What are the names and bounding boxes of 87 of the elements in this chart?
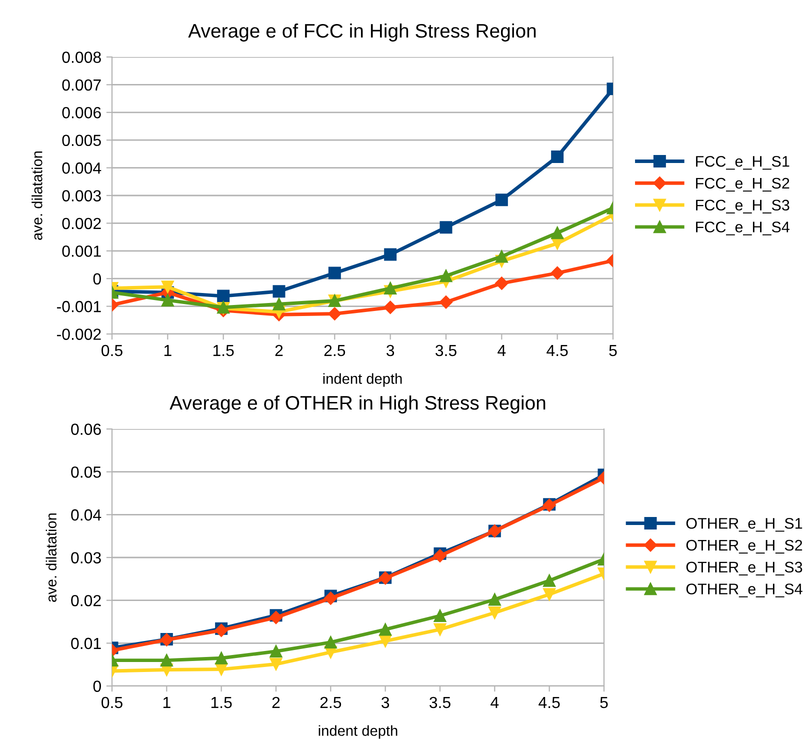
legend-label: FCC_e_H_S2 (696, 178, 790, 192)
y-tick-label: 0.03 (71, 552, 101, 564)
chart-title: Average e of FCC in High Stress Region (188, 23, 536, 42)
point (440, 270, 452, 282)
legend-label: FCC_e_H_S4 (696, 222, 790, 236)
y-tick-label: 0.008 (62, 52, 101, 63)
point (551, 150, 564, 163)
point (272, 298, 286, 310)
x-tick-label: 3 (386, 344, 394, 356)
x-tick-label: 4.5 (546, 345, 568, 356)
legend-label: OTHER_e_H_S1 (686, 518, 802, 532)
point (384, 300, 397, 314)
y-tick-label: 0.002 (62, 218, 101, 230)
point (488, 606, 501, 620)
y-tick-label: 0.06 (71, 424, 101, 435)
x-tick-label: 4 (498, 345, 506, 356)
x-tick-label: 5 (609, 345, 617, 356)
y-tick-label: 0.006 (62, 107, 101, 118)
point (161, 294, 174, 306)
x-tick-label: 3 (382, 696, 390, 708)
point (543, 574, 556, 587)
point (161, 280, 174, 294)
point (270, 645, 282, 658)
y-tick-label: 0.005 (62, 134, 101, 146)
point (495, 250, 508, 263)
legend-label: OTHER_e_H_S2 (686, 540, 802, 554)
point (434, 623, 446, 636)
point (269, 610, 283, 624)
x-tick-label: 1.5 (211, 697, 232, 708)
legend-label: FCC_e_H_S3 (696, 200, 790, 214)
y-axis-title: ave. dilatation (32, 151, 42, 240)
point (495, 276, 508, 290)
chart-title: Average e of OTHER in High Stress Region (170, 395, 546, 414)
y-tick-label: 0.04 (71, 509, 102, 521)
x-tick-label: 2 (272, 696, 280, 708)
x-tick-label: 5 (600, 697, 608, 708)
point (384, 282, 397, 295)
point (439, 296, 453, 309)
y-tick-label: 0 (93, 273, 101, 285)
y-tick-label: -0.002 (57, 328, 101, 340)
x-tick-label: 0.5 (102, 696, 122, 708)
y-tick-label: 0.003 (62, 190, 101, 202)
point (379, 623, 392, 636)
x-tick-label: 1 (164, 345, 172, 356)
point (433, 549, 447, 562)
point (495, 194, 508, 206)
point (328, 266, 341, 280)
x-axis-title: indent depth (323, 373, 402, 387)
point (488, 593, 501, 606)
x-tick-label: 2 (275, 344, 283, 356)
point (379, 634, 392, 648)
point (272, 285, 286, 298)
legend-label: OTHER_e_H_S4 (686, 584, 802, 598)
point (384, 248, 397, 261)
x-tick-label: 0.5 (102, 344, 122, 356)
point (551, 226, 564, 240)
point (270, 658, 282, 670)
point (160, 654, 173, 667)
x-tick-label: 3.5 (430, 696, 450, 708)
y-tick-label: 0.007 (62, 79, 101, 91)
point (324, 592, 338, 605)
x-axis-title: indent depth (318, 725, 398, 739)
point (434, 610, 446, 622)
point (550, 266, 564, 280)
y-tick-label: 0.001 (62, 246, 101, 257)
x-tick-label: 2.5 (324, 344, 346, 356)
y-tick-label: -0.001 (57, 300, 101, 312)
x-tick-label: 4.5 (538, 697, 560, 708)
point (217, 290, 230, 302)
x-tick-label: 1 (163, 697, 170, 708)
legend-label: FCC_e_H_S1 (696, 156, 790, 170)
y-tick-label: 0 (93, 680, 101, 692)
x-tick-label: 4 (490, 697, 499, 708)
x-tick-label: 2.5 (320, 696, 342, 708)
point (543, 588, 556, 601)
y-axis-title: ave. dilatation (46, 513, 57, 602)
y-tick-label: 0.004 (62, 162, 102, 174)
point (215, 652, 228, 664)
x-tick-label: 1.5 (213, 345, 234, 356)
point (440, 221, 452, 234)
point (324, 636, 337, 649)
x-tick-label: 3.5 (436, 344, 456, 356)
y-tick-label: 0.01 (71, 638, 101, 650)
legend-label: OTHER_e_H_S3 (686, 562, 802, 576)
y-tick-label: 0.05 (71, 466, 101, 478)
point (328, 307, 342, 320)
y-tick-label: 0.02 (71, 594, 101, 606)
